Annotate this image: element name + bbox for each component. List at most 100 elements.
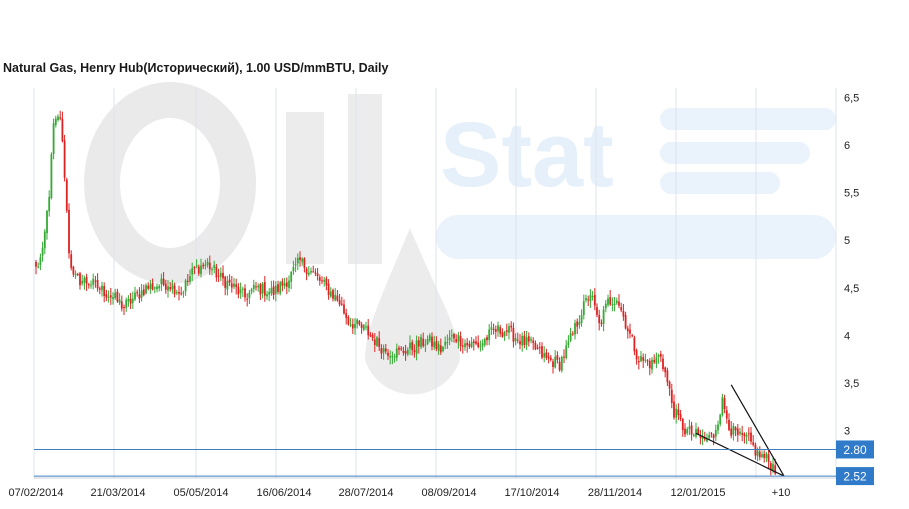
candle-down	[197, 266, 200, 274]
candle-down	[178, 291, 180, 294]
candle-up	[204, 264, 207, 266]
candle-up	[83, 278, 86, 283]
candle-up	[717, 424, 719, 431]
x-tick-label: 08/09/2014	[421, 487, 476, 499]
candle-up	[46, 210, 48, 234]
wedge-trend-line	[730, 384, 785, 477]
candle-down	[736, 428, 739, 435]
candle-up	[48, 196, 51, 212]
candle-down	[338, 300, 341, 305]
candle-down	[741, 433, 744, 435]
x-tick-label: 16/06/2014	[256, 487, 311, 499]
candle-up	[50, 154, 53, 198]
candle-down	[173, 285, 176, 295]
candle-up	[611, 304, 614, 306]
candle-up	[362, 325, 365, 330]
candle-down	[684, 428, 686, 435]
candle-down	[510, 325, 513, 328]
candle-up	[393, 356, 396, 358]
candle-down	[138, 294, 141, 299]
candle-down	[164, 283, 167, 290]
candle-up	[424, 344, 427, 346]
candle-down	[422, 338, 425, 346]
candle-down	[400, 348, 403, 350]
candle-down	[369, 334, 372, 336]
level-badge-label: 2.80	[843, 443, 867, 457]
candle-up	[37, 266, 40, 268]
x-tick-label: 21/03/2014	[90, 487, 145, 499]
level-badge	[836, 467, 874, 486]
candle-up	[241, 288, 244, 290]
candle-down	[215, 266, 218, 278]
x-tick-label: 28/11/2014	[588, 487, 642, 499]
candle-down	[710, 433, 713, 435]
candle-up	[543, 353, 546, 358]
candle-up	[391, 356, 394, 358]
candle-down	[439, 345, 442, 353]
candle-down	[600, 322, 603, 324]
y-tick-label: 3	[844, 425, 850, 437]
candle-up	[160, 278, 163, 285]
candle-up	[310, 271, 312, 273]
candle-up	[448, 337, 451, 341]
candle-up	[525, 337, 528, 345]
watermark-stripe	[660, 172, 780, 194]
candle-up	[134, 292, 136, 300]
candle-down	[631, 335, 634, 337]
candle-up	[290, 272, 293, 282]
candle-down	[142, 289, 145, 296]
candle-up	[589, 294, 592, 302]
candle-down	[72, 266, 75, 275]
candle-up	[695, 428, 697, 437]
candle-down	[98, 288, 101, 290]
candle-up	[274, 285, 277, 295]
candle-down	[690, 425, 693, 435]
candle-down	[63, 140, 66, 178]
candle-down	[151, 283, 154, 290]
candle-up	[101, 285, 103, 291]
y-tick-label: 6	[844, 140, 850, 152]
candle-up	[395, 348, 398, 358]
candle-up	[470, 342, 473, 348]
candle-up	[57, 116, 59, 121]
candle-down	[105, 294, 108, 298]
candle-up	[433, 341, 436, 348]
candle-down	[162, 278, 165, 285]
candle-down	[94, 280, 97, 282]
candle-up	[739, 431, 741, 434]
candle-up	[239, 289, 242, 293]
candle-up	[615, 300, 618, 304]
watermark-logo: Stat	[84, 82, 836, 395]
candle-down	[618, 301, 620, 306]
candle-up	[497, 325, 499, 332]
candle-up	[457, 334, 460, 342]
candle-up	[479, 345, 482, 347]
candle-up	[175, 292, 178, 294]
candle-up	[261, 283, 264, 294]
candle-down	[402, 350, 405, 353]
candle-up	[206, 261, 209, 265]
candle-up	[483, 338, 486, 345]
candle-down	[208, 262, 211, 270]
candle-down	[679, 414, 682, 419]
candle-down	[556, 355, 559, 360]
candle-up	[43, 231, 46, 249]
candle-down	[725, 410, 728, 419]
candle-down	[314, 272, 317, 274]
candle-up	[140, 290, 143, 298]
candle-down	[571, 333, 574, 335]
candle-down	[413, 350, 416, 353]
candle-down	[277, 284, 279, 292]
candle-down	[461, 345, 464, 347]
candle-down	[538, 347, 541, 349]
y-tick-label: 5	[844, 235, 850, 247]
candle-down	[228, 279, 231, 283]
candle-down	[332, 289, 334, 299]
candle-up	[125, 299, 128, 309]
candle-down	[596, 307, 598, 315]
candle-down	[750, 432, 752, 442]
candle-down	[35, 261, 37, 267]
candle-up	[266, 294, 268, 297]
candle-down	[629, 329, 631, 334]
candle-up	[613, 303, 616, 306]
